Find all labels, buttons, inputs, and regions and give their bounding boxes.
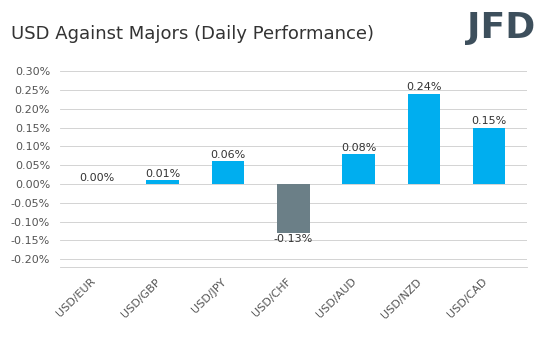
Bar — [277, 184, 310, 233]
Bar — [473, 128, 506, 184]
Bar — [407, 94, 440, 184]
Text: 0.01%: 0.01% — [145, 169, 180, 179]
Text: 0.15%: 0.15% — [471, 116, 507, 126]
Text: 0.08%: 0.08% — [341, 143, 376, 153]
Text: JFD: JFD — [466, 11, 535, 45]
Text: 0.06%: 0.06% — [210, 150, 245, 160]
Bar — [342, 154, 375, 184]
Text: -0.13%: -0.13% — [274, 234, 313, 244]
Bar — [146, 180, 179, 184]
Text: 0.00%: 0.00% — [80, 173, 115, 183]
Text: 0.24%: 0.24% — [406, 82, 441, 92]
Text: USD Against Majors (Daily Performance): USD Against Majors (Daily Performance) — [11, 25, 374, 42]
Bar — [212, 161, 244, 184]
